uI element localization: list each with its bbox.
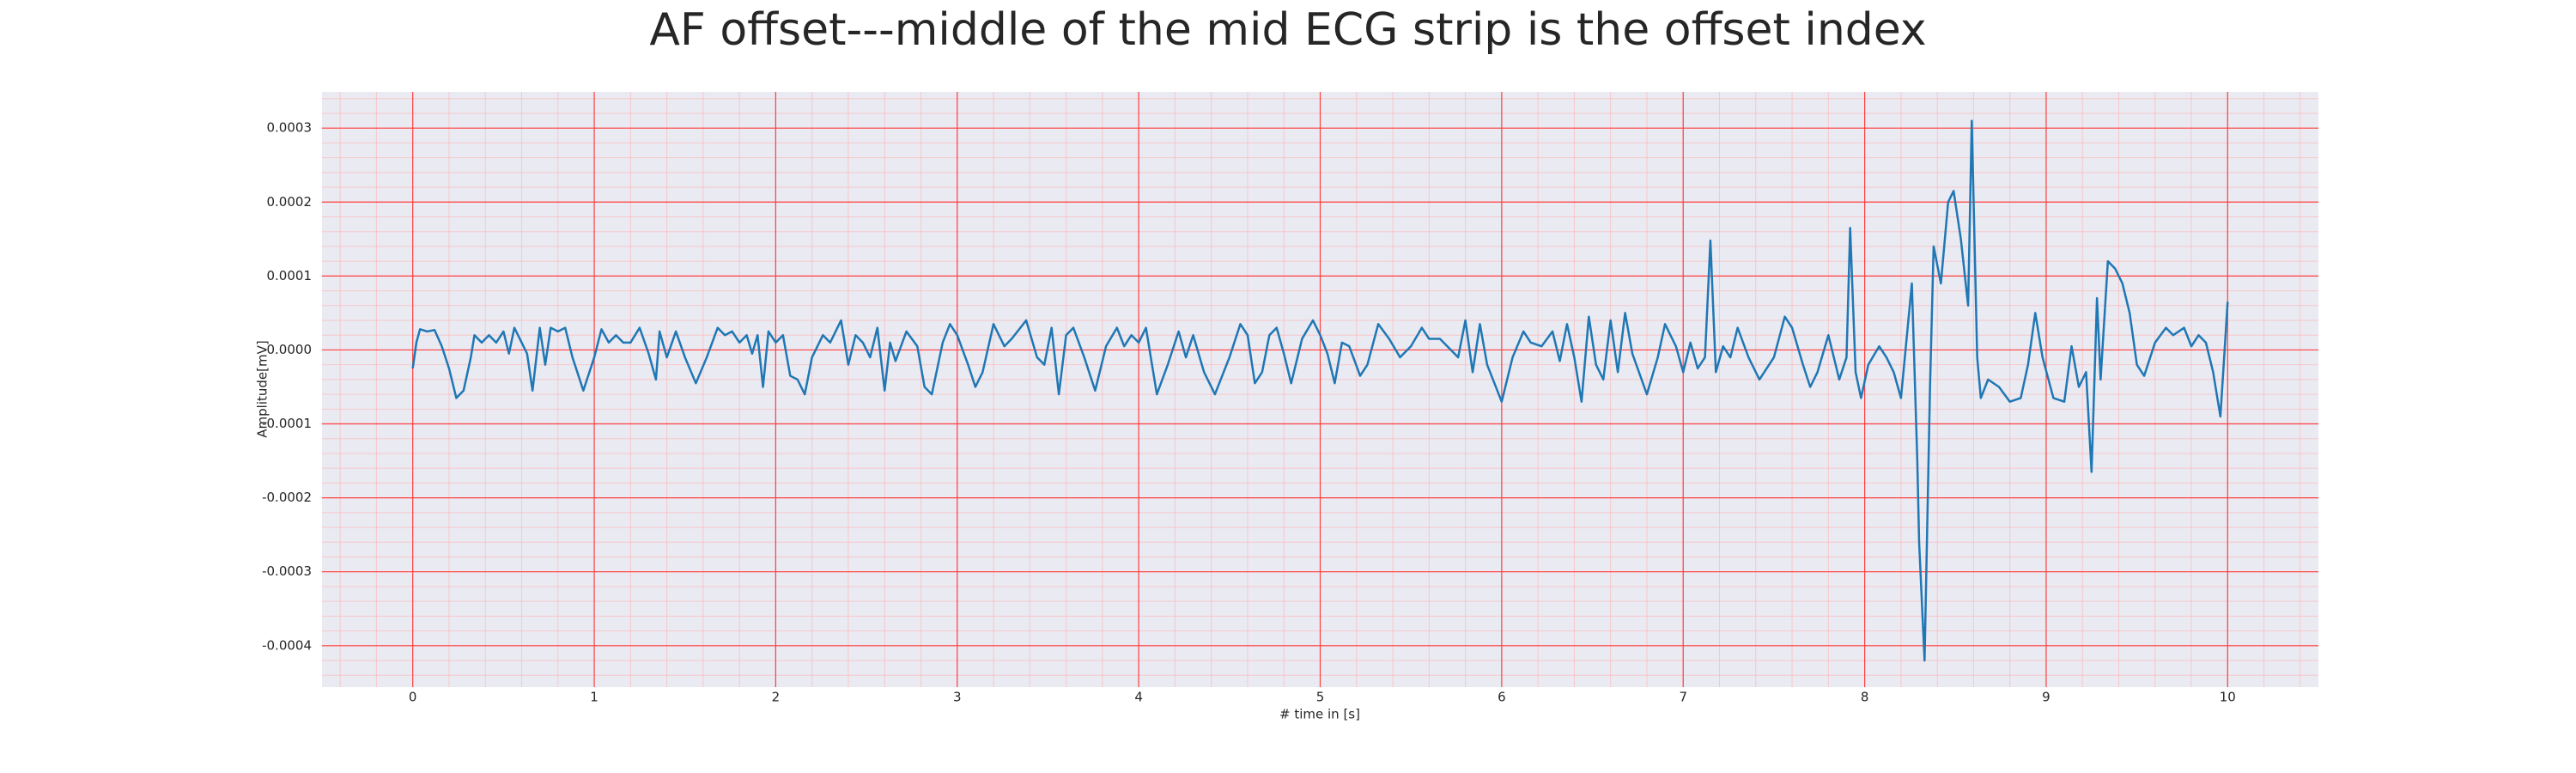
x-tick-label: 8 [1861, 690, 1869, 705]
chart-title: AF offset---middle of the mid ECG strip … [649, 4, 1926, 56]
y-tick-label: -0.0002 [262, 490, 312, 505]
x-axis-label: # time in [s] [1279, 707, 1360, 722]
x-tick-label: 10 [2220, 690, 2236, 705]
x-tick-label: 9 [2042, 690, 2050, 705]
grid: 0 1 2 3 4 5 6 7 8 9 10 0.0003 0.0002 0.0001 0.0000 -0.0… [262, 92, 2318, 705]
y-tick-label: 0.0003 [267, 120, 313, 136]
signal-line [411, 119, 2229, 662]
y-tick-label: 0.0000 [267, 342, 313, 357]
x-tick-label: 5 [1316, 690, 1325, 705]
y-axis-label: Amplitude[mV] [255, 340, 270, 437]
y-tick-label: -0.0004 [262, 637, 312, 653]
x-tick-label: 0 [409, 690, 417, 705]
marks [411, 119, 2229, 662]
x-tick-label: 1 [590, 690, 598, 705]
y-tick-label: 0.0001 [267, 268, 313, 283]
x-tick-label: 3 [953, 690, 962, 705]
x-tick-label: 6 [1498, 690, 1506, 705]
y-tick-label: -0.0003 [262, 563, 312, 579]
y-tick-label: -0.0001 [262, 416, 312, 431]
y-tick-label: 0.0002 [267, 194, 313, 210]
x-tick-label: 2 [772, 690, 781, 705]
x-tick-label: 4 [1134, 690, 1143, 705]
x-tick-label: 7 [1679, 690, 1687, 705]
